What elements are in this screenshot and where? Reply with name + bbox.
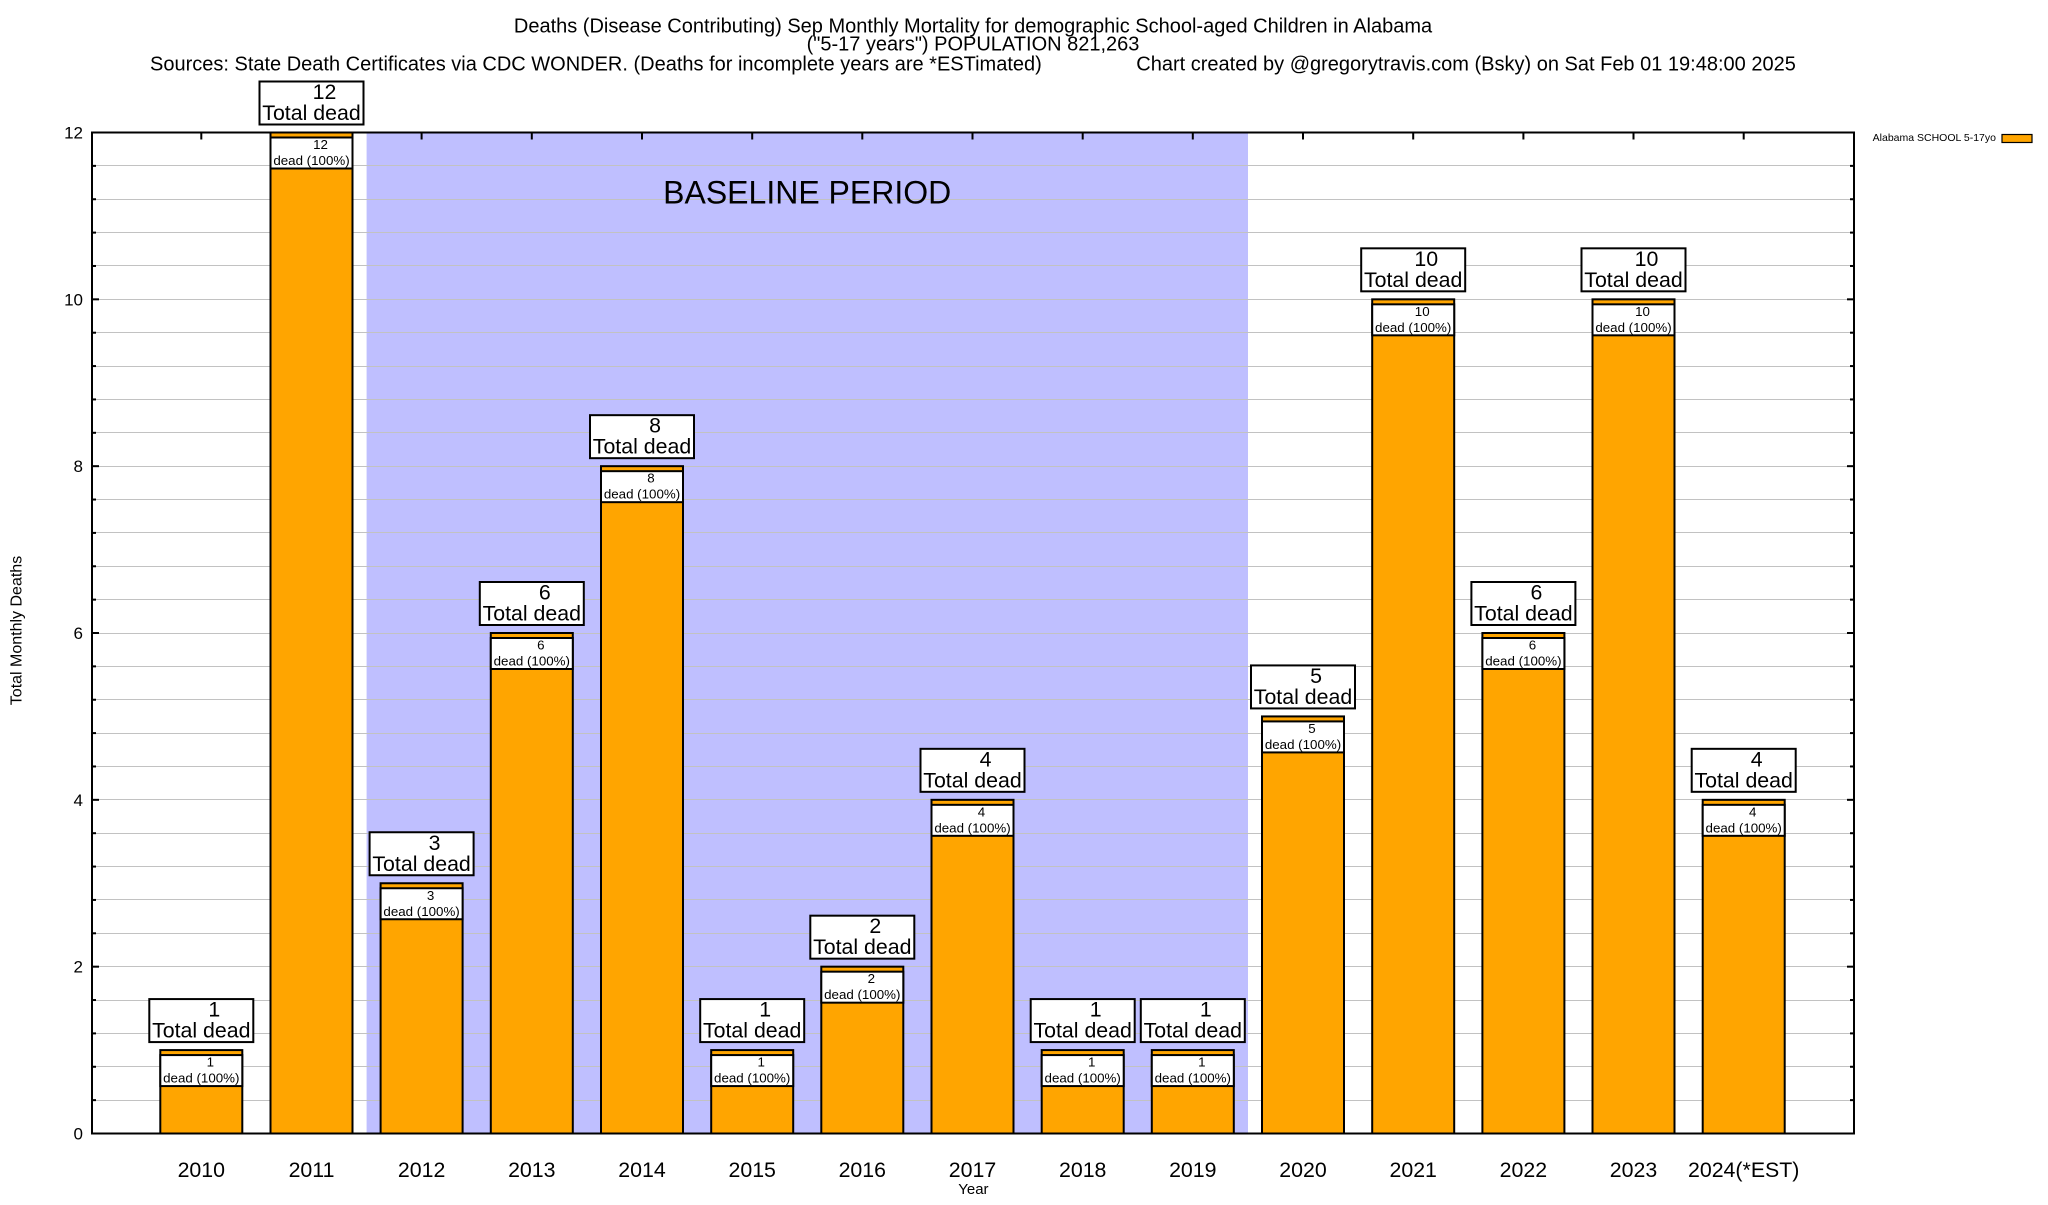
svg-text:Year: Year [958,1181,988,1198]
svg-text:dead (100%): dead (100%) [383,904,459,919]
svg-text:2: 2 [74,958,83,977]
svg-text:0: 0 [74,1125,83,1144]
svg-text:Total Monthly Deaths: Total Monthly Deaths [9,556,26,705]
svg-text:dead (100%): dead (100%) [714,1071,790,1086]
svg-text:10: 10 [1415,304,1430,319]
svg-text:6: 6 [1529,638,1536,653]
svg-text:2022: 2022 [1500,1158,1547,1182]
svg-text:Total dead: Total dead [372,852,470,876]
svg-text:4: 4 [978,804,986,819]
svg-text:2: 2 [869,914,881,938]
svg-text:dead (100%): dead (100%) [1045,1071,1121,1086]
svg-text:dead (100%): dead (100%) [494,654,570,669]
svg-text:Total dead: Total dead [1144,1019,1242,1043]
svg-text:1: 1 [208,998,220,1022]
svg-text:dead (100%): dead (100%) [1375,320,1451,335]
svg-text:12: 12 [313,80,337,104]
svg-text:1: 1 [757,1055,764,1070]
svg-text:2018: 2018 [1059,1158,1106,1182]
svg-text:Total dead: Total dead [152,1019,250,1043]
svg-text:10: 10 [1635,304,1650,319]
svg-text:1: 1 [1088,1055,1095,1070]
svg-text:10: 10 [1414,247,1438,271]
svg-text:Total dead: Total dead [1474,602,1572,626]
svg-text:5: 5 [1310,664,1322,688]
svg-text:4: 4 [74,791,83,810]
svg-text:2015: 2015 [728,1158,775,1182]
svg-text:Total dead: Total dead [923,768,1021,792]
svg-text:1: 1 [1090,998,1102,1022]
svg-text:3: 3 [427,888,434,903]
svg-text:Total dead: Total dead [262,101,360,125]
svg-text:dead (100%): dead (100%) [1595,320,1671,335]
svg-text:2011: 2011 [289,1158,335,1182]
svg-text:2023: 2023 [1610,1158,1657,1182]
svg-text:6: 6 [74,624,83,643]
svg-text:4: 4 [980,747,992,771]
svg-text:Total dead: Total dead [1364,268,1462,292]
svg-text:1: 1 [759,998,771,1022]
svg-text:4: 4 [1751,747,1763,771]
svg-text:2024(*EST): 2024(*EST) [1688,1158,1799,1182]
svg-text:1: 1 [1198,1055,1205,1070]
svg-text:6: 6 [539,581,551,605]
svg-text:2019: 2019 [1169,1158,1216,1182]
svg-text:2016: 2016 [839,1158,886,1182]
svg-text:2013: 2013 [508,1158,555,1182]
svg-text:Sources: State Death Certifica: Sources: State Death Certificates via CD… [150,54,1042,76]
svg-text:8: 8 [647,471,654,486]
svg-text:12: 12 [64,124,83,143]
svg-text:1: 1 [1200,998,1212,1022]
svg-text:2014: 2014 [618,1158,666,1182]
svg-text:dead (100%): dead (100%) [934,820,1010,835]
svg-text:2021: 2021 [1389,1158,1436,1182]
svg-text:Total dead: Total dead [1254,685,1352,709]
svg-text:2020: 2020 [1279,1158,1327,1182]
svg-text:dead (100%): dead (100%) [1706,820,1782,835]
svg-text:8: 8 [74,457,83,476]
svg-text:Total dead: Total dead [1584,268,1682,292]
svg-text:dead (100%): dead (100%) [824,987,900,1002]
svg-text:BASELINE PERIOD: BASELINE PERIOD [663,175,951,211]
svg-text:dead (100%): dead (100%) [163,1071,239,1086]
svg-text:dead (100%): dead (100%) [604,487,680,502]
svg-text:Total dead: Total dead [813,935,911,959]
svg-text:10: 10 [64,290,83,309]
svg-text:Alabama SCHOOL 5-17yo: Alabama SCHOOL 5-17yo [1873,132,1996,144]
svg-text:3: 3 [429,831,441,855]
svg-text:2012: 2012 [398,1158,445,1182]
svg-text:Total dead: Total dead [703,1019,801,1043]
svg-text:12: 12 [313,137,328,152]
svg-text:5: 5 [1308,721,1315,736]
svg-text:dead (100%): dead (100%) [1155,1071,1231,1086]
svg-text:("5-17 years") POPULATION 821,: ("5-17 years") POPULATION 821,263 [807,33,1140,55]
svg-text:Deaths (Disease Contributing): Deaths (Disease Contributing) Sep Monthl… [514,16,1433,38]
svg-text:dead (100%): dead (100%) [1485,654,1561,669]
svg-text:8: 8 [649,414,661,438]
svg-text:dead (100%): dead (100%) [1265,737,1341,752]
svg-text:6: 6 [537,638,544,653]
svg-text:Total dead: Total dead [483,602,581,626]
svg-text:Total dead: Total dead [593,435,691,459]
svg-text:Chart created by @gregorytravi: Chart created by @gregorytravis.com (Bsk… [1136,54,1796,76]
svg-text:dead (100%): dead (100%) [273,153,349,168]
svg-text:2: 2 [868,971,875,986]
svg-text:6: 6 [1530,581,1542,605]
svg-text:Total dead: Total dead [1033,1019,1131,1043]
svg-text:1: 1 [207,1055,214,1070]
svg-text:4: 4 [1749,804,1757,819]
svg-text:2010: 2010 [178,1158,226,1182]
svg-text:10: 10 [1635,247,1659,271]
svg-text:Total dead: Total dead [1694,768,1792,792]
svg-text:2017: 2017 [949,1158,996,1182]
